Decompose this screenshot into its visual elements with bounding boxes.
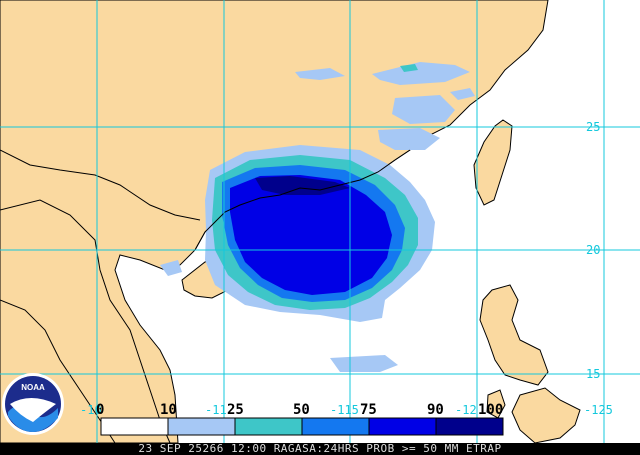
lat-label-20: 20 — [586, 243, 600, 257]
taiwan-island — [473, 119, 513, 206]
legend-tick-25: 25 — [227, 402, 244, 418]
lat-lon-grid — [0, 0, 640, 443]
mindoro-island — [486, 389, 506, 419]
legend-tick-10: 10 — [160, 402, 177, 418]
lat-label-25: 25 — [586, 120, 600, 134]
map-caption: 23 SEP 25266 12:00 RAGASA:24HRS PROB >= … — [0, 443, 640, 455]
lon-label-4: -12 — [455, 403, 477, 417]
prob-90-100-area — [255, 176, 350, 195]
lon-label-5: -125 — [584, 403, 613, 417]
visayas-islands — [511, 387, 581, 444]
noaa-logo-text: NOAA — [21, 383, 45, 392]
legend-tick-75: 75 — [360, 402, 377, 418]
noaa-logo: NOAA — [2, 373, 64, 435]
legend-tick-50: 50 — [293, 402, 310, 418]
prob-75-90-area — [230, 175, 392, 295]
legend-colorbar — [100, 417, 504, 436]
legend-tick-0: 0 — [96, 402, 104, 418]
lon-label-2: -11 — [205, 403, 227, 417]
luzon-island — [479, 284, 549, 386]
lat-label-15: 15 — [586, 367, 600, 381]
lon-label-3: -115 — [330, 403, 359, 417]
legend-tick-100: 100 — [478, 402, 503, 418]
lon-label-1: -10 — [80, 403, 102, 417]
legend-tick-90: 90 — [427, 402, 444, 418]
